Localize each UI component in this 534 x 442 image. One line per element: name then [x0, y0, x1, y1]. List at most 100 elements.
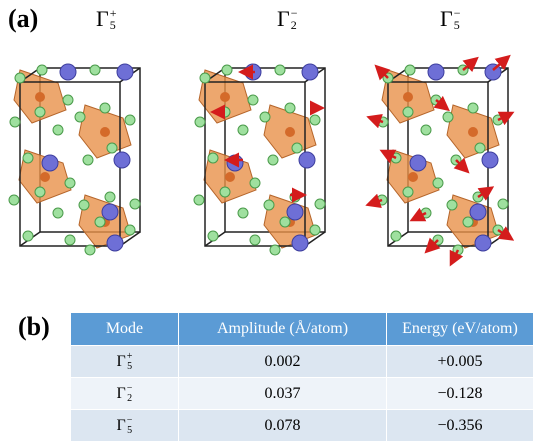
atom-x [443, 112, 453, 122]
atom-x [220, 187, 230, 197]
mode-sub: 2 [291, 19, 298, 31]
atom-x [310, 115, 320, 125]
atom-center [408, 172, 418, 182]
atom-x [10, 117, 20, 127]
atom-x [280, 217, 290, 227]
atom-x [468, 103, 478, 113]
atom-x [238, 208, 248, 218]
mode-label: Γ−5 [440, 6, 461, 32]
atom-x [250, 178, 260, 188]
atom-x [125, 115, 135, 125]
amplitude-cell: 0.037 [179, 378, 387, 410]
atom-x [90, 65, 100, 75]
row: Γ−5 0.078 −0.356 [71, 410, 534, 442]
mode-sup: − [127, 416, 133, 426]
mode-label: Γ+5 [96, 6, 117, 32]
atom-x [35, 107, 45, 117]
amplitude-cell: 0.078 [179, 410, 387, 442]
header-cell: Mode [71, 313, 179, 346]
atom-x [53, 125, 63, 135]
atom-x [315, 199, 325, 209]
mode-cell: Γ+5 [71, 346, 179, 378]
atom-x [23, 153, 33, 163]
atom-a [470, 204, 486, 220]
mode-sub: 2 [127, 394, 133, 404]
atom-x [65, 178, 75, 188]
mode-table: Mode Amplitude (Å/atom) Energy (eV/atom)… [70, 312, 534, 442]
atom-x [107, 143, 117, 153]
energy-cell: −0.356 [387, 410, 534, 442]
atom-center [468, 127, 478, 137]
atom-center [40, 172, 50, 182]
atom-center [403, 92, 413, 102]
atom-x [83, 155, 93, 165]
atom-a [475, 235, 491, 251]
atom-x [105, 192, 115, 202]
atom-center [225, 172, 235, 182]
mode-index: −2 [291, 7, 298, 31]
atom-x [275, 65, 285, 75]
atom-x [222, 65, 232, 75]
atom-x [75, 112, 85, 122]
atom-x [79, 200, 89, 210]
atom-x [403, 187, 413, 197]
figure: {"panel_a": {"label": "(a)", "modes": [ … [0, 0, 534, 434]
atom-x [250, 235, 260, 245]
atom-x [15, 73, 25, 83]
mode-symbol: Γ [117, 353, 126, 371]
atom-x [85, 245, 95, 255]
mode-symbol: Γ [117, 385, 126, 403]
atom-x [208, 153, 218, 163]
atom-x [194, 195, 204, 205]
atom-x [23, 231, 33, 241]
atom-x [260, 112, 270, 122]
atom-x [238, 125, 248, 135]
amplitude-cell: 0.002 [179, 346, 387, 378]
atom-x [95, 217, 105, 227]
atom-x [35, 187, 45, 197]
atom-x [130, 199, 140, 209]
atom-x [447, 200, 457, 210]
atom-x [53, 208, 63, 218]
atom-x [200, 73, 210, 83]
atom-x [208, 231, 218, 241]
header-row: Mode Amplitude (Å/atom) Energy (eV/atom) [71, 313, 534, 346]
mode-sub: 5 [110, 19, 117, 31]
atom-a [299, 152, 315, 168]
atom-x [463, 217, 473, 227]
mode-index: −5 [454, 7, 461, 31]
mode-symbol: Γ [117, 417, 126, 435]
atom-a [114, 152, 130, 168]
atom-a [227, 155, 243, 171]
mode-cell: Γ−2 [71, 378, 179, 410]
row: Γ−2 0.037 −0.128 [71, 378, 534, 410]
atom-x [498, 199, 508, 209]
atom-x [270, 245, 280, 255]
atom-a [117, 64, 133, 80]
atom-x [285, 103, 295, 113]
panel-label: (a) [8, 4, 38, 34]
mode-symbol: Γ [277, 6, 290, 32]
atom-a [292, 235, 308, 251]
atom-x [195, 117, 205, 127]
atom-x [310, 225, 320, 235]
panel-label: (b) [18, 312, 50, 342]
atom-x [433, 178, 443, 188]
atom-x [264, 200, 274, 210]
atom-a [428, 64, 444, 80]
atom-x [100, 103, 110, 113]
mode-label: Γ−2 [277, 6, 298, 32]
mode-index: +5 [110, 7, 117, 31]
atom-center [35, 92, 45, 102]
mode-sup: + [127, 352, 133, 362]
atom-x [37, 65, 47, 75]
atom-x [248, 95, 258, 105]
mode-sub: 5 [127, 426, 133, 436]
energy-cell: −0.128 [387, 378, 534, 410]
atom-a [60, 64, 76, 80]
atom-center [220, 92, 230, 102]
atom-a [42, 155, 58, 171]
mode-symbol: Γ [96, 6, 109, 32]
atom-a [410, 155, 426, 171]
atom-a [102, 204, 118, 220]
